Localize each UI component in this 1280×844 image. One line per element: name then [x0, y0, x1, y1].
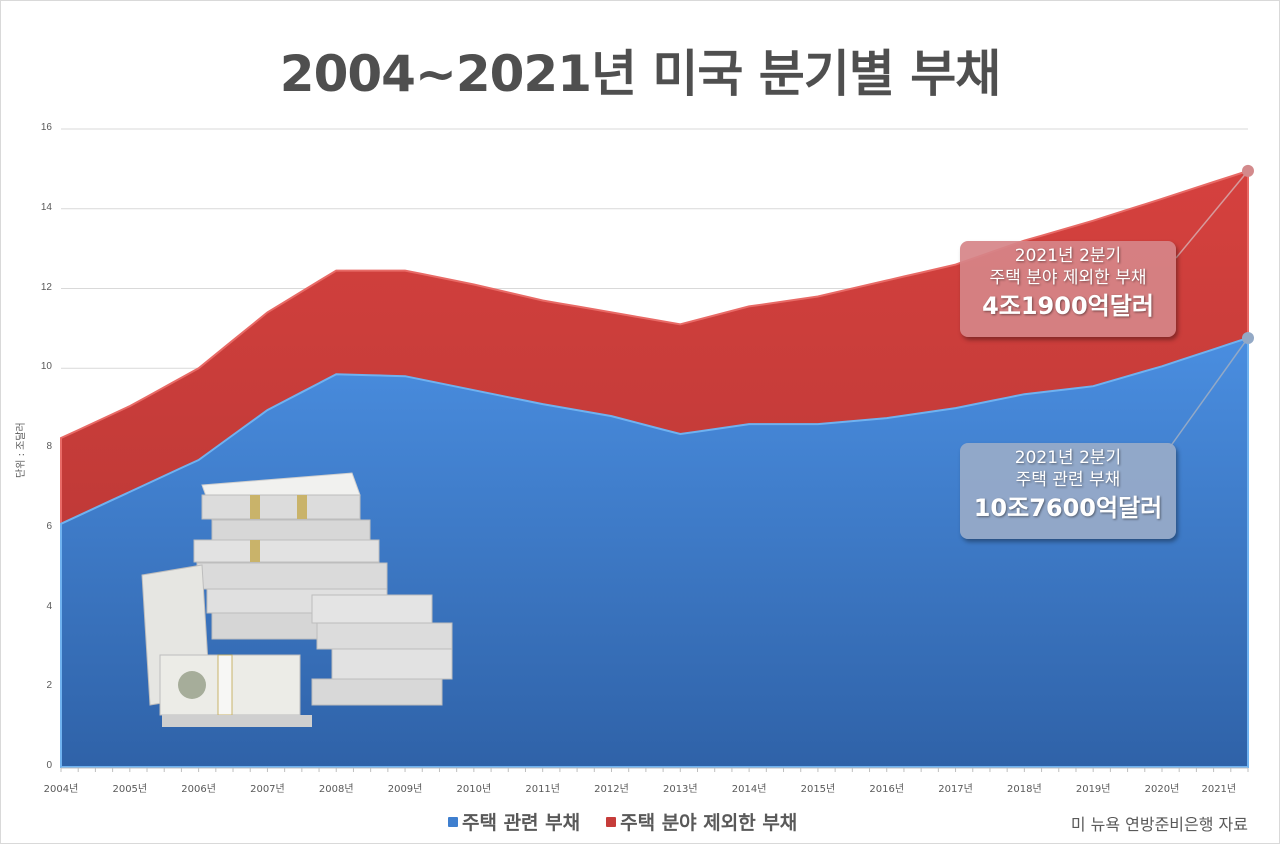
callout-non-housing-debt: 2021년 2분기 주택 분야 제외한 부채 4조1900억달러 [960, 241, 1176, 337]
y-tick-label: 12 [40, 281, 52, 293]
callout-category: 주택 분야 제외한 부채 [989, 268, 1147, 288]
y-tick-label: 16 [40, 122, 52, 133]
y-tick-label: 0 [46, 760, 52, 771]
x-tick-label: 2004년 [43, 784, 79, 795]
callout-leader-blue [1169, 337, 1249, 448]
endpoint-marker-housing [1242, 331, 1254, 344]
x-tick-label: 2011년 [525, 784, 560, 795]
x-tick-label: 2019년 [1075, 784, 1111, 795]
x-tick-label: 2013년 [662, 784, 698, 795]
callout-value: 10조7600억달러 [973, 494, 1163, 522]
callout-period: 2021년 2분기 [1014, 246, 1122, 266]
endpoint-marker-total [1242, 164, 1254, 177]
legend: 주택 관련 부채 주택 분야 제외한 부채 [448, 808, 823, 835]
x-tick-label: 2006년 [181, 784, 216, 795]
callout-leader-red [1175, 170, 1249, 259]
chart-title: 2004~2021년 미국 분기별 부채 [279, 45, 1001, 103]
legend-item-housing[interactable]: 주택 관련 부채 [448, 808, 580, 835]
x-tick-label: 2015년 [800, 784, 836, 795]
x-tick-label: 2008년 [318, 784, 354, 795]
y-tick-label: 2 [46, 680, 52, 692]
x-tick-label: 2010년 [456, 784, 492, 795]
legend-swatch-red-icon [606, 816, 617, 827]
y-tick-label: 8 [46, 441, 52, 452]
callout-housing-debt: 2021년 2분기 주택 관련 부채 10조7600억달러 [960, 443, 1176, 539]
x-tick-label: 2009년 [387, 784, 423, 795]
legend-label: 주택 분야 제외한 부채 [620, 812, 798, 834]
money-stack-illustration [141, 472, 453, 727]
y-tick-label: 14 [40, 201, 52, 213]
x-tick-label: 2018년 [1007, 784, 1042, 795]
source-note: 미 뉴욕 연방준비은행 자료 [1070, 815, 1248, 834]
legend-item-non-housing[interactable]: 주택 분야 제외한 부채 [606, 808, 797, 835]
x-tick-label: 2014년 [731, 784, 767, 795]
y-tick-label: 6 [46, 520, 52, 532]
callout-period: 2021년 2분기 [1014, 448, 1122, 468]
x-tick-label: 2020년 [1144, 784, 1180, 795]
y-tick-label: 10 [40, 361, 52, 373]
x-tick-label: 2007년 [250, 784, 285, 795]
legend-swatch-blue-icon [448, 816, 458, 827]
legend-label: 주택 관련 부채 [462, 812, 581, 834]
y-tick-label: 4 [46, 600, 52, 612]
x-axis [60, 767, 1249, 772]
x-tick-label: 2021년 [1201, 784, 1237, 795]
x-tick-label: 2012년 [594, 784, 629, 795]
callout-category: 주택 관련 부채 [1015, 470, 1121, 490]
x-tick-label: 2016년 [869, 784, 905, 795]
x-tick-label: 2017년 [938, 784, 973, 795]
x-tick-label: 2005년 [112, 784, 148, 795]
cash-bundle-icon [141, 472, 453, 727]
y-axis-unit-label: 단위 : 조달러 [16, 422, 27, 478]
callout-value: 4조1900억달러 [982, 292, 1154, 320]
